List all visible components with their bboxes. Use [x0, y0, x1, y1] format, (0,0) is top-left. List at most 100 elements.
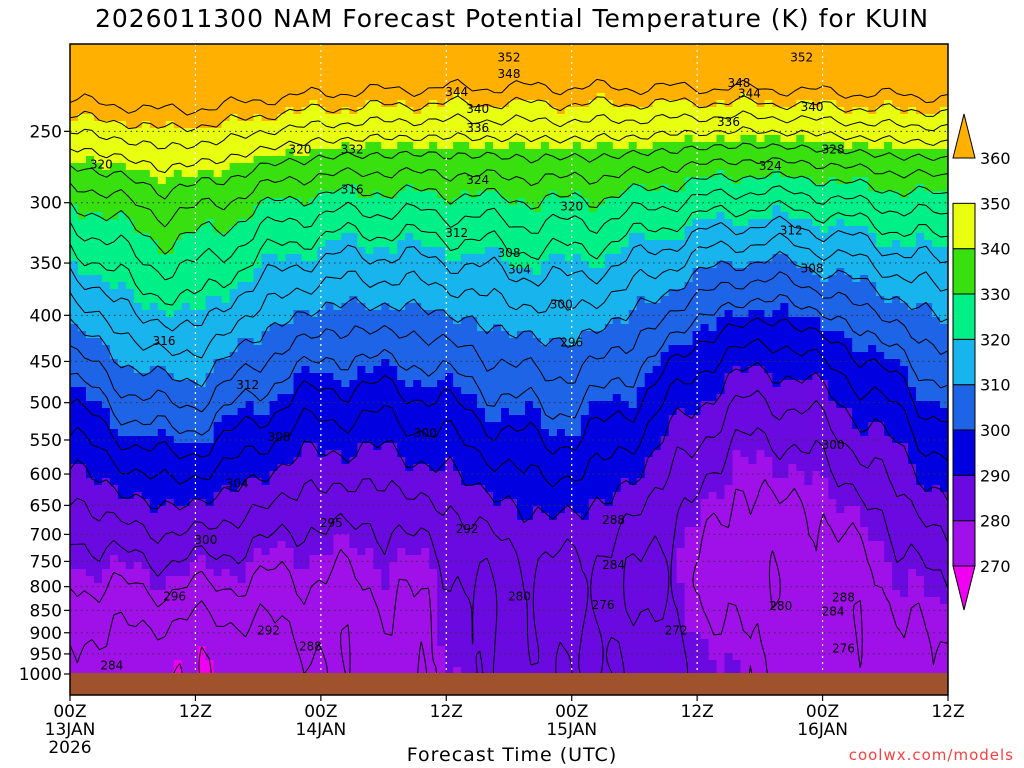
heat-cell: [349, 142, 358, 150]
heat-cell: [469, 51, 478, 59]
heat-cell: [836, 114, 845, 122]
heat-cell: [141, 163, 151, 171]
heat-cell: [117, 240, 127, 248]
heat-cell: [700, 142, 710, 150]
heat-cell: [876, 289, 885, 297]
heat-cell: [229, 296, 239, 304]
heat-cell: [133, 324, 143, 332]
heat-cell: [644, 345, 654, 353]
heat-cell: [349, 352, 358, 360]
heat-cell: [229, 345, 239, 353]
heat-cell: [477, 163, 486, 171]
heat-cell: [93, 254, 103, 262]
heat-cell: [437, 338, 446, 346]
heat-cell: [197, 93, 207, 101]
heat-cell: [908, 303, 917, 311]
heat-cell: [389, 310, 398, 318]
heat-cell: [125, 79, 135, 87]
heat-cell: [453, 128, 462, 136]
heat-cell: [916, 65, 925, 73]
heat-cell: [524, 205, 534, 213]
heat-cell: [429, 107, 438, 115]
heat-cell: [740, 100, 750, 108]
heat-cell: [149, 93, 159, 101]
heat-cell: [860, 79, 869, 87]
heat-cell: [596, 177, 606, 185]
heat-cell: [868, 268, 877, 276]
heat-cell: [900, 219, 909, 227]
heat-cell: [884, 289, 893, 297]
heat-cell: [133, 86, 143, 94]
heat-cell: [77, 212, 87, 220]
heat-cell: [644, 198, 654, 206]
heat-cell: [221, 149, 231, 157]
heat-cell: [612, 282, 622, 290]
heat-cell: [516, 163, 526, 171]
heat-cell: [916, 79, 925, 87]
heat-cell: [796, 205, 805, 213]
heat-cell: [413, 191, 422, 199]
heat-cell: [365, 128, 374, 136]
heat-cell: [221, 107, 231, 115]
heat-cell: [676, 191, 686, 199]
heat-cell: [748, 289, 758, 297]
heat-cell: [485, 212, 494, 220]
heat-cell: [708, 51, 718, 59]
heat-cell: [924, 121, 933, 129]
heat-cell: [165, 58, 175, 66]
heat-cell: [932, 58, 941, 66]
heat-cell: [421, 240, 430, 248]
heat-cell: [820, 261, 829, 269]
heat-cell: [325, 79, 334, 87]
heat-cell: [309, 170, 319, 178]
heat-cell: [253, 282, 263, 290]
heat-cell: [684, 345, 694, 353]
heat-cell: [900, 86, 909, 94]
heat-cell: [516, 289, 526, 297]
heat-cell: [229, 170, 239, 178]
heat-cell: [477, 268, 486, 276]
heat-cell: [437, 198, 446, 206]
heat-cell: [109, 58, 119, 66]
heat-cell: [628, 86, 638, 94]
heat-cell: [620, 282, 630, 290]
heat-cell: [213, 275, 223, 283]
heat-cell: [564, 72, 574, 80]
heat-cell: [556, 198, 566, 206]
heat-cell: [341, 156, 350, 164]
heat-cell: [548, 184, 558, 192]
heat-cell: [189, 240, 199, 248]
heat-cell: [173, 310, 183, 318]
heat-cell: [189, 184, 199, 192]
heat-cell: [269, 156, 279, 164]
heat-cell: [197, 212, 207, 220]
heat-cell: [628, 93, 638, 101]
heat-cell: [109, 247, 119, 255]
heat-cell: [165, 142, 175, 150]
heat-cell: [748, 163, 758, 171]
heat-cell: [604, 156, 614, 164]
heat-cell: [429, 296, 438, 304]
heat-cell: [892, 107, 901, 115]
heat-cell: [836, 170, 845, 178]
heat-cell: [149, 51, 159, 59]
heat-cell: [117, 275, 127, 283]
heat-cell: [453, 51, 462, 59]
heat-cell: [932, 324, 941, 332]
heat-cell: [756, 310, 766, 318]
heat-cell: [868, 72, 877, 80]
heat-cell: [485, 233, 494, 241]
heat-cell: [700, 114, 710, 122]
heat-cell: [341, 289, 350, 297]
heat-cell: [900, 289, 909, 297]
heat-cell: [868, 135, 877, 143]
heat-cell: [397, 79, 406, 87]
heat-cell: [117, 247, 127, 255]
heat-cell: [173, 100, 183, 108]
heat-cell: [373, 296, 382, 304]
heat-cell: [780, 191, 789, 199]
heat-cell: [117, 86, 127, 94]
heat-cell: [644, 240, 654, 248]
heat-cell: [580, 240, 590, 248]
heat-cell: [580, 149, 590, 157]
